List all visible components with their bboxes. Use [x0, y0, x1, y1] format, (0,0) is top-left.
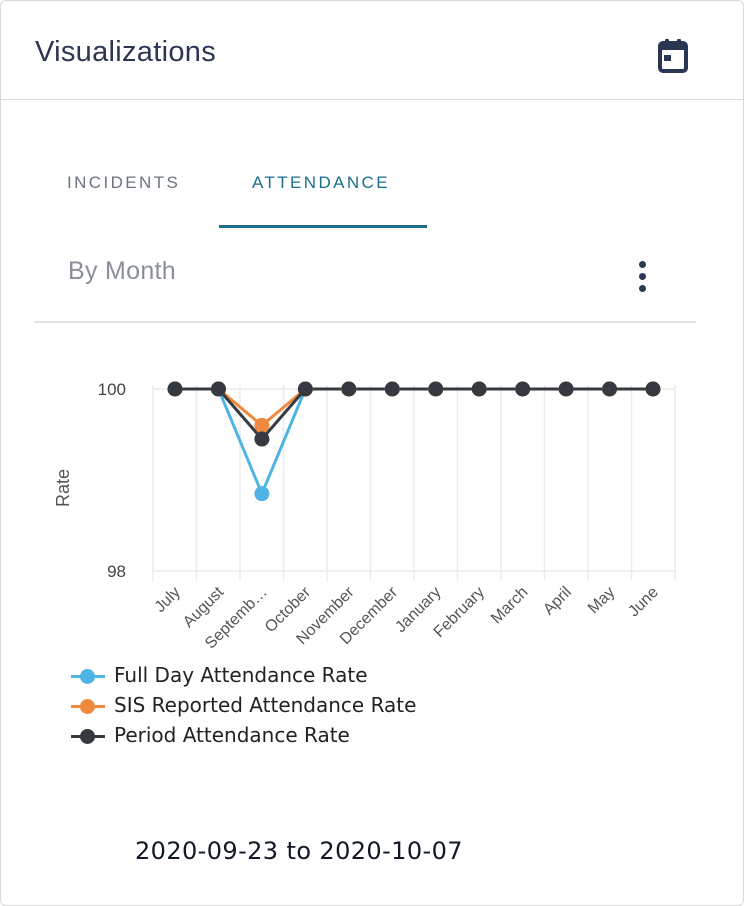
data-point [297, 381, 313, 397]
divider [34, 321, 696, 323]
more-options-button[interactable] [631, 257, 655, 297]
x-tick-label: April [540, 584, 575, 619]
calendar-icon [658, 39, 688, 73]
data-point [471, 381, 487, 397]
active-tab-indicator [219, 225, 427, 228]
data-point [254, 486, 270, 502]
data-point [645, 381, 661, 397]
data-point [558, 381, 574, 397]
data-point [341, 381, 357, 397]
more-vert-icon-dot [639, 273, 646, 280]
data-point [254, 431, 270, 447]
x-tick-label: March [488, 584, 531, 627]
legend-label: Period Attendance Rate [114, 723, 350, 747]
data-point [254, 417, 270, 433]
tab-incidents-label: INCIDENTS [67, 173, 181, 192]
x-tick-label: July [152, 584, 184, 616]
legend-dot [80, 699, 95, 714]
tab-incidents[interactable]: INCIDENTS [67, 161, 217, 229]
tab-attendance-label: ATTENDANCE [252, 173, 390, 192]
more-vert-icon [639, 261, 646, 268]
data-point [384, 381, 400, 397]
legend-dot [80, 729, 95, 744]
data-point [210, 381, 226, 397]
x-tick-label: May [585, 584, 618, 617]
data-point [428, 381, 444, 397]
data-point [515, 381, 531, 397]
y-tick-label: 98 [107, 562, 126, 581]
attendance-line-chart: 10098RateJulyAugustSeptemb…OctoberNovemb… [53, 380, 676, 652]
x-tick-label: June [625, 584, 662, 621]
legend-label: Full Day Attendance Rate [114, 663, 368, 687]
date-range: 2020-09-23 to 2020-10-07 [135, 837, 463, 865]
y-axis-label: Rate [53, 469, 73, 507]
legend-dot [80, 669, 95, 684]
chart-subtitle: By Month [68, 257, 177, 285]
card-title: Visualizations [35, 36, 216, 68]
calendar-button[interactable] [651, 35, 695, 79]
tab-attendance[interactable]: ATTENDANCE [219, 161, 427, 229]
card-header: Visualizations [1, 1, 743, 100]
data-point [602, 381, 618, 397]
legend-label: SIS Reported Attendance Rate [114, 693, 417, 717]
y-tick-label: 100 [98, 380, 126, 399]
data-point [167, 381, 183, 397]
more-vert-icon-dot [639, 285, 646, 292]
